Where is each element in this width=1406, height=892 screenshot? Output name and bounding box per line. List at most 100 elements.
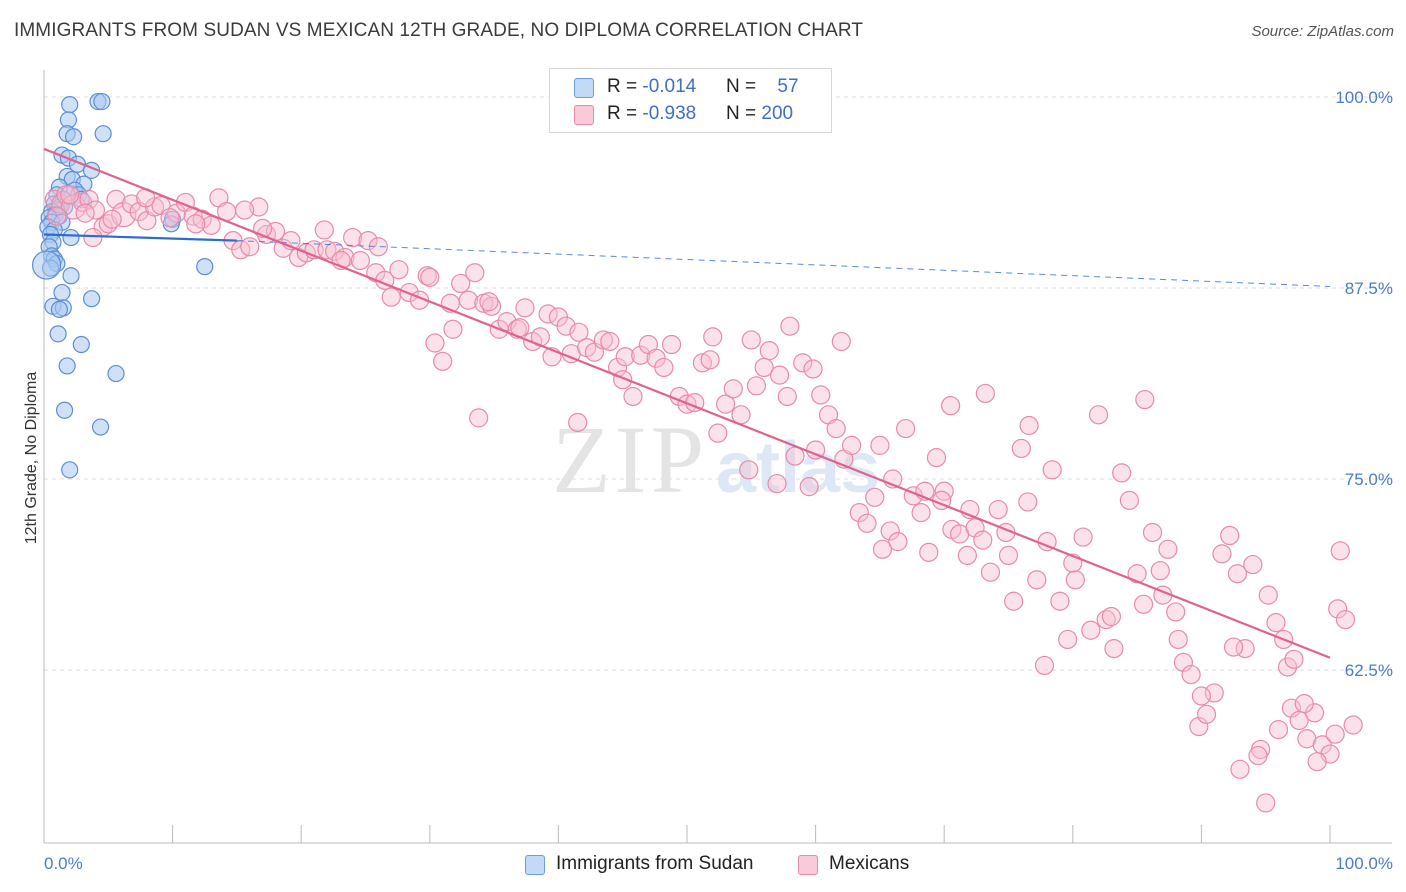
sudan-point bbox=[55, 401, 74, 419]
mexicans-point bbox=[186, 214, 206, 234]
mexicans-point bbox=[911, 503, 931, 523]
mexicans-point bbox=[235, 200, 255, 220]
mexicans-point bbox=[1034, 655, 1055, 676]
mexicans-point bbox=[1011, 438, 1031, 459]
mexicans-point bbox=[759, 341, 779, 361]
mexicans-point bbox=[600, 331, 620, 352]
sudan-point bbox=[94, 125, 112, 143]
mexicans-point bbox=[661, 334, 682, 355]
sudan-point bbox=[82, 290, 101, 308]
mexicans-point bbox=[121, 194, 142, 214]
mexicans-point bbox=[75, 203, 95, 223]
mexicans-point bbox=[469, 408, 489, 428]
mexicans-point bbox=[1101, 606, 1121, 627]
legend-swatch-sudan bbox=[574, 78, 594, 98]
y-axis-label: 12th Grade, No Diploma bbox=[23, 372, 40, 545]
mexicans-point bbox=[857, 513, 877, 533]
mexicans-point bbox=[1166, 602, 1186, 622]
mexicans-point bbox=[739, 460, 759, 480]
mexicans-point bbox=[451, 273, 471, 294]
mexicans-point bbox=[926, 448, 947, 468]
series-mexicans bbox=[44, 185, 1363, 813]
sudan-point bbox=[49, 325, 67, 343]
mexicans-point bbox=[919, 542, 939, 562]
mexicans-point bbox=[160, 208, 180, 228]
mexicans-point bbox=[831, 331, 851, 352]
mexicans-point bbox=[420, 267, 440, 287]
legend-n-sudan: N = 57 bbox=[726, 76, 799, 97]
sudan-point bbox=[62, 267, 80, 285]
sudan-point bbox=[58, 357, 76, 375]
mexicans-point bbox=[60, 185, 80, 205]
mexicans-point bbox=[1335, 609, 1356, 630]
mexicans-point bbox=[1181, 664, 1201, 685]
mexicans-point bbox=[1042, 460, 1062, 480]
mexicans-point bbox=[998, 545, 1019, 566]
mexicans-point bbox=[692, 353, 713, 373]
mexicans-point bbox=[1150, 561, 1170, 581]
axes bbox=[43, 70, 1392, 844]
mexicans-point bbox=[741, 330, 761, 350]
trendlines bbox=[43, 147, 1331, 659]
mexicans-point bbox=[1196, 704, 1217, 724]
mexicans-point bbox=[479, 292, 499, 312]
mexicans-point bbox=[1220, 525, 1240, 546]
mexicans-point bbox=[1096, 609, 1116, 630]
sudan-point bbox=[31, 250, 62, 280]
mexicans-point bbox=[793, 353, 813, 373]
mexicans-point bbox=[703, 327, 723, 347]
sudan-point bbox=[107, 364, 125, 383]
y-tick-label-1: 87.5% bbox=[1345, 279, 1393, 298]
sudan-point bbox=[61, 461, 79, 479]
mexicans-point bbox=[1191, 686, 1212, 706]
mexicans-point bbox=[1019, 415, 1039, 436]
mexicans-point bbox=[654, 357, 674, 378]
mexicans-point bbox=[314, 220, 334, 240]
legend-r-sudan: R = -0.014 bbox=[607, 76, 697, 97]
mexicans-point bbox=[965, 518, 985, 538]
mexicans-point bbox=[1142, 522, 1163, 543]
mexicans-point bbox=[723, 379, 743, 399]
sudan-point bbox=[91, 418, 110, 436]
mexicans-point bbox=[975, 383, 995, 404]
mexicans-point bbox=[1343, 715, 1363, 735]
mexicans-point bbox=[980, 562, 1001, 582]
mexicans-point bbox=[458, 290, 478, 310]
mexicans-point bbox=[1018, 492, 1038, 512]
bottom-legend-swatch-sudan bbox=[525, 855, 545, 875]
mexicans-point bbox=[515, 298, 535, 318]
legend-row-sudan: R = -0.014 N = 57 bbox=[550, 76, 831, 102]
mexicans-point bbox=[1277, 657, 1298, 677]
mexicans-point bbox=[1307, 752, 1327, 772]
mexicans-point bbox=[1325, 724, 1345, 744]
mexicans-point bbox=[888, 532, 908, 552]
y-tick-label-2: 75.0% bbox=[1345, 470, 1393, 489]
mexicans-point bbox=[83, 227, 103, 248]
mexicans-point bbox=[1268, 719, 1289, 740]
mexicans-point bbox=[615, 347, 635, 367]
sudan-point bbox=[62, 228, 80, 247]
mexicans-point bbox=[746, 376, 767, 396]
mexicans-point bbox=[1065, 570, 1085, 590]
mexicans-point bbox=[389, 260, 409, 280]
x-tick-label-max: 100.0% bbox=[1335, 854, 1393, 873]
mexicans-point bbox=[623, 386, 643, 407]
mexicans-point bbox=[811, 385, 831, 405]
mexicans-point bbox=[1081, 620, 1101, 640]
mexicans-point bbox=[631, 345, 651, 365]
mexicans-point bbox=[1127, 564, 1147, 584]
mexicans-point bbox=[870, 435, 890, 455]
mexicans-point bbox=[443, 319, 463, 339]
mexicans-point bbox=[433, 351, 453, 371]
mexicans-point bbox=[569, 322, 589, 342]
legend-r-mexicans: R = -0.938 bbox=[607, 103, 697, 124]
mexicans-point bbox=[708, 423, 728, 443]
bottom-legend-swatch-mexicans bbox=[798, 855, 818, 875]
mexicans-point bbox=[425, 333, 445, 353]
mexicans-point bbox=[1073, 527, 1093, 547]
mexicans-point bbox=[1281, 698, 1302, 718]
mexicans-point bbox=[941, 396, 961, 416]
gridlines bbox=[44, 96, 1392, 671]
bottom-legend-label-mexicans: Mexicans bbox=[829, 853, 910, 874]
mexicans-point bbox=[957, 545, 977, 566]
